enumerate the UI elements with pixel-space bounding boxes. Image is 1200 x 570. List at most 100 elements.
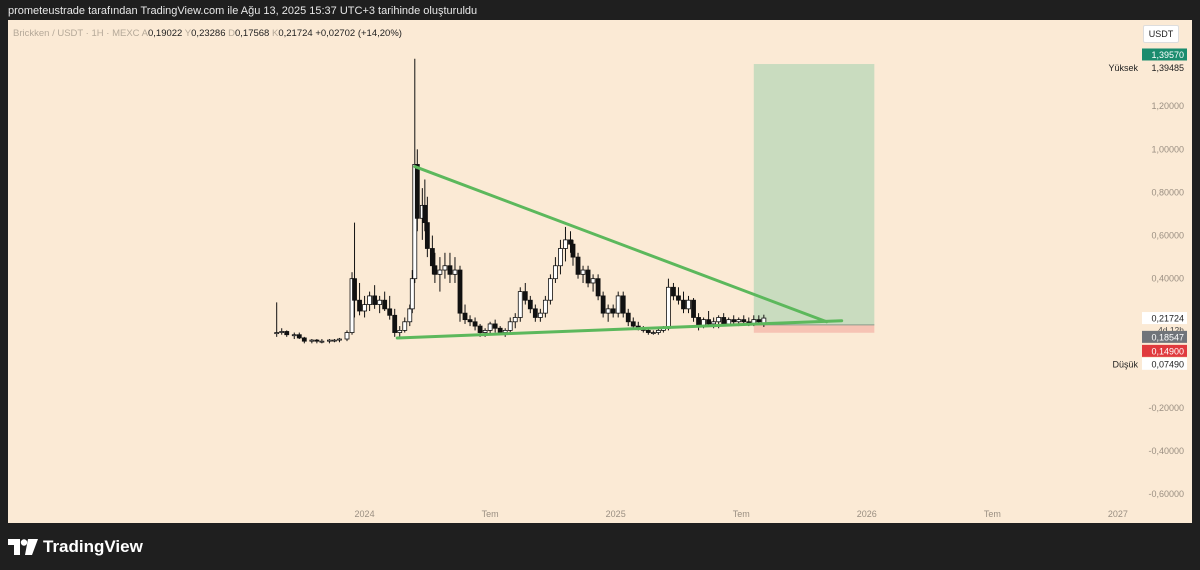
close-value: 0,21724: [278, 28, 313, 39]
candle-body: [741, 319, 747, 323]
candle-body: [676, 295, 681, 301]
candle-body: [492, 323, 498, 329]
candle-body: [429, 248, 435, 267]
candle-body: [332, 339, 337, 342]
candle-body: [437, 269, 443, 275]
y-tick-label: -0,60000: [1148, 489, 1184, 499]
candle-body: [605, 308, 611, 314]
symbol-legend: Brickken / USDT · 1H · MEXC A0,19022 Y0,…: [13, 28, 402, 39]
low-price-tag-bg: [1142, 357, 1187, 370]
candle-body: [337, 338, 342, 341]
candle-body: [309, 339, 315, 342]
y-tick-label: -0,40000: [1148, 446, 1184, 456]
candle-body: [424, 222, 430, 249]
y-tick-label: 0,60000: [1151, 231, 1184, 241]
candle-body: [402, 321, 408, 331]
candle-body: [284, 331, 290, 336]
candle-body: [291, 334, 297, 337]
candle-body: [716, 317, 722, 323]
candle-body: [382, 299, 388, 310]
chart-frame[interactable]: 2024 Tem 2025 Tem 2026 Tem 2027 1,20000 1,00000…: [8, 20, 1192, 523]
candle-body: [367, 295, 373, 305]
candle-body: [387, 308, 393, 316]
open-key: A: [141, 28, 148, 39]
x-tick-label: 2025: [606, 509, 626, 519]
candle-body: [537, 312, 543, 318]
candle-body: [580, 269, 586, 275]
x-tick-label: Tem: [984, 509, 1001, 519]
candle-body: [512, 317, 518, 323]
entry-price-tag-bg: [1142, 330, 1187, 343]
candle-body: [570, 243, 576, 258]
candle-body: [595, 278, 601, 297]
target-price-tag: 1,39570: [1151, 50, 1184, 60]
chart-caption: prometeustrade tarafından TradingView.co…: [8, 5, 478, 17]
trendline-lower[interactable]: [395, 319, 844, 340]
profit-zone[interactable]: [753, 64, 875, 325]
candle-body: [377, 299, 383, 305]
candle-body: [522, 291, 528, 301]
stop-price-tag-bg: [1142, 344, 1187, 357]
close-key: K: [271, 28, 279, 39]
y-tick-label: 0,40000: [1151, 274, 1184, 284]
currency-button[interactable]: USDT: [1143, 25, 1179, 43]
candle-body: [600, 295, 606, 314]
candle-body: [666, 286, 671, 329]
candle-body: [372, 295, 378, 305]
candle-body: [497, 327, 503, 333]
change-value: +0,02702 (+14,20%): [315, 28, 402, 39]
candle-body: [362, 304, 367, 312]
candle-body: [422, 204, 428, 224]
candle-body: [527, 299, 533, 310]
candle-body: [691, 299, 696, 318]
candle-body: [482, 329, 488, 333]
candle-body: [686, 299, 691, 310]
candle-body: [671, 286, 676, 297]
candle-body: [279, 331, 285, 333]
candle-body: [357, 299, 362, 312]
candle-body: [726, 319, 732, 325]
candle-body: [467, 319, 473, 323]
target-price-tag-bg: [1142, 48, 1187, 61]
candle-body: [615, 295, 621, 314]
candle-body: [568, 239, 573, 245]
candle-body: [452, 269, 458, 275]
last-price-tag-bg: [1142, 312, 1187, 325]
candle-body: [397, 329, 403, 333]
candle-body: [585, 269, 591, 284]
candle-body: [575, 256, 581, 275]
candle-body: [553, 265, 558, 280]
y-tick-label: 0,80000: [1151, 187, 1184, 197]
candle-body: [407, 308, 413, 323]
candlestick-chart[interactable]: 2024 Tem 2025 Tem 2026 Tem 2027 1,20000 1,00000…: [8, 20, 1192, 523]
last-price-tag: 0,21724: [1151, 314, 1184, 324]
candle-body: [462, 312, 468, 321]
candle-body: [412, 164, 418, 280]
x-tick-label: Tem: [482, 509, 499, 519]
candle-body: [655, 329, 661, 333]
candle-body: [392, 314, 398, 333]
candle-body: [721, 317, 727, 325]
candle-body: [590, 278, 596, 284]
candle-body: [620, 295, 626, 314]
y-tick-label: 1,00000: [1151, 144, 1184, 154]
tradingview-logo: TradingView: [8, 537, 143, 557]
candle-body: [517, 291, 523, 318]
candle-body: [457, 269, 463, 314]
low-value: 0,17568: [235, 28, 270, 39]
x-tick-label: 2027: [1108, 509, 1128, 519]
candle-body: [532, 308, 538, 318]
candle-body: [563, 239, 568, 249]
y-tick-label: -0,20000: [1148, 403, 1184, 413]
candle-body: [296, 334, 302, 339]
candle-body: [756, 319, 762, 323]
countdown-label: 4d 12h: [1158, 325, 1184, 335]
loss-zone[interactable]: [753, 324, 875, 333]
x-tick-label: Tem: [733, 509, 750, 519]
candle-body: [352, 278, 357, 301]
candle-body: [409, 278, 415, 310]
candle-body: [432, 265, 438, 275]
trendline-upper[interactable]: [413, 165, 829, 324]
candle-body: [314, 339, 320, 342]
candle-body: [711, 321, 717, 325]
